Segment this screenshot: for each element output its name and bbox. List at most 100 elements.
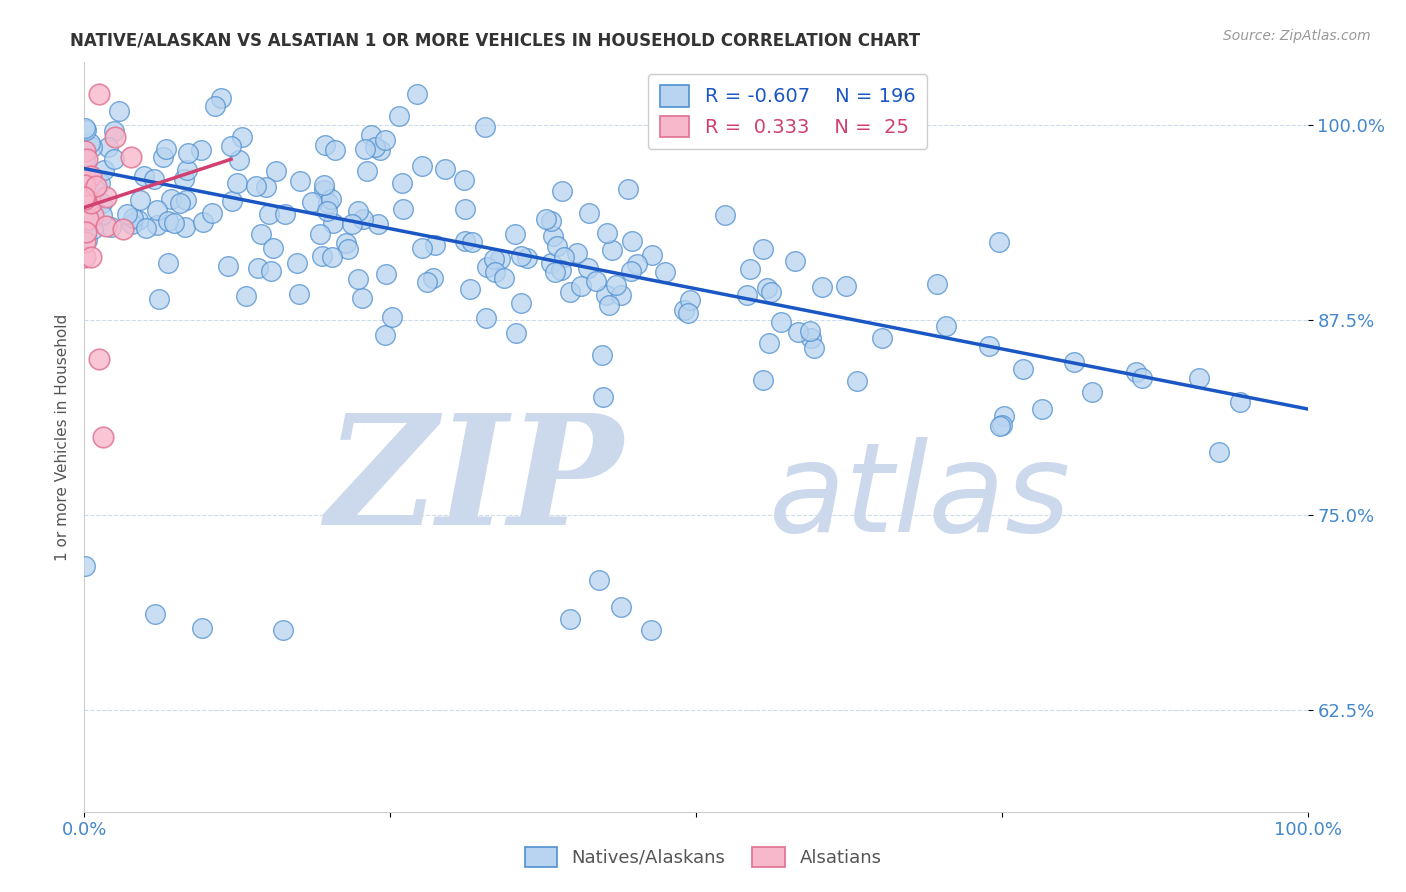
Point: [127, 213, 149, 227]
Text: Source: ZipAtlas.com: Source: ZipAtlas.com: [1223, 29, 1371, 43]
Point: [134, 169, 156, 183]
Point: [1012, 361, 1035, 376]
Point: [76, 153, 98, 167]
Point: [219, 139, 242, 153]
Point: [76, 123, 98, 137]
Point: [121, 211, 143, 226]
Point: [835, 278, 858, 293]
Point: [759, 285, 782, 299]
Point: [598, 298, 620, 312]
Point: [560, 612, 582, 626]
Point: [135, 221, 157, 235]
Point: [406, 87, 429, 101]
Point: [245, 179, 267, 194]
Point: [600, 243, 623, 257]
Point: [93, 163, 115, 178]
Point: [316, 195, 339, 210]
Point: [107, 104, 129, 119]
Point: [103, 124, 125, 138]
Point: [75, 144, 97, 158]
Point: [678, 306, 700, 320]
Point: [592, 390, 614, 404]
Point: [540, 214, 562, 228]
Point: [672, 303, 695, 318]
Point: [152, 150, 174, 164]
Point: [104, 130, 127, 145]
Point: [453, 172, 475, 186]
Point: [434, 162, 457, 177]
Point: [787, 325, 810, 339]
Point: [335, 235, 357, 250]
Point: [249, 227, 271, 242]
Point: [458, 282, 481, 296]
Point: [73, 250, 96, 264]
Point: [142, 172, 165, 186]
Point: [641, 248, 664, 262]
Point: [374, 133, 396, 147]
Point: [585, 274, 607, 288]
Point: [204, 99, 226, 113]
Point: [77, 169, 100, 183]
Point: [121, 217, 143, 231]
Point: [367, 217, 389, 231]
Point: [79, 193, 101, 207]
Point: [752, 242, 775, 256]
Point: [264, 164, 287, 178]
Point: [94, 190, 117, 204]
Point: [360, 128, 382, 143]
Point: [146, 202, 169, 217]
Point: [488, 252, 510, 266]
Point: [84, 182, 107, 196]
Y-axis label: 1 or more Vehicles in Household: 1 or more Vehicles in Household: [55, 313, 70, 561]
Point: [75, 121, 97, 136]
Point: [595, 288, 617, 302]
Point: [540, 256, 562, 270]
Point: [388, 109, 411, 123]
Point: [411, 159, 433, 173]
Point: [461, 235, 484, 249]
Point: [73, 192, 96, 206]
Point: [314, 183, 336, 197]
Point: [1130, 371, 1153, 385]
Point: [80, 139, 103, 153]
Point: [314, 137, 336, 152]
Point: [174, 193, 197, 207]
Point: [228, 153, 250, 167]
Point: [73, 178, 96, 192]
Point: [82, 221, 104, 235]
Point: [163, 216, 186, 230]
Point: [73, 190, 96, 204]
Point: [550, 184, 572, 198]
Point: [503, 227, 526, 241]
Point: [340, 217, 363, 231]
Point: [1031, 401, 1053, 416]
Point: [76, 233, 98, 247]
Point: [75, 558, 97, 573]
Point: [176, 145, 198, 160]
Point: [454, 202, 477, 217]
Point: [354, 142, 377, 156]
Point: [235, 289, 257, 303]
Point: [73, 172, 96, 186]
Text: atlas: atlas: [769, 436, 1071, 558]
Point: [588, 573, 610, 587]
Point: [75, 153, 97, 168]
Point: [567, 245, 589, 260]
Point: [200, 206, 222, 220]
Point: [97, 140, 120, 154]
Point: [259, 207, 281, 221]
Point: [621, 234, 644, 248]
Point: [374, 267, 396, 281]
Point: [654, 265, 676, 279]
Point: [475, 310, 498, 325]
Point: [115, 207, 138, 221]
Point: [474, 120, 496, 134]
Point: [271, 623, 294, 637]
Point: [543, 265, 565, 279]
Point: [323, 143, 346, 157]
Point: [990, 418, 1012, 433]
Point: [751, 373, 773, 387]
Point: [254, 180, 277, 194]
Point: [80, 213, 103, 227]
Point: [285, 256, 308, 270]
